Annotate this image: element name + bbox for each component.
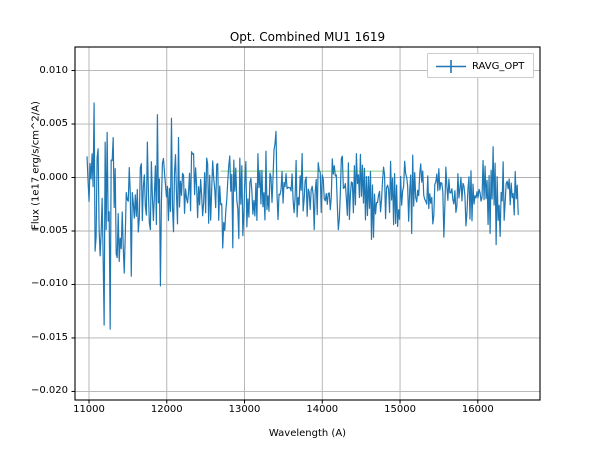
y-tick-label: −0.020 bbox=[30, 385, 68, 397]
y-tick-label: 0.000 bbox=[39, 171, 68, 183]
x-tick-label: 12000 bbox=[150, 404, 183, 415]
errorbar-line-icon bbox=[436, 60, 466, 73]
tick-marks bbox=[71, 70, 479, 404]
page-title: Opt. Combined MU1 1619 bbox=[229, 30, 386, 44]
data-series-layer bbox=[86, 102, 519, 330]
y-tick-label: −0.005 bbox=[30, 224, 68, 236]
y-tick-label: −0.015 bbox=[30, 331, 68, 343]
x-tick-label: 16000 bbox=[461, 404, 494, 415]
legend[interactable]: RAVG_OPT bbox=[427, 53, 534, 78]
y-tick-label: 0.005 bbox=[39, 118, 68, 130]
axes-spines bbox=[74, 46, 541, 401]
y-tick-label: −0.010 bbox=[30, 278, 68, 290]
x-tick-label: 11000 bbox=[73, 404, 105, 415]
grid-lines bbox=[75, 47, 540, 400]
x-tick-label: 15000 bbox=[384, 404, 416, 415]
axes-background bbox=[75, 47, 540, 400]
legend-entry-ravg-opt[interactable]: RAVG_OPT bbox=[428, 54, 535, 79]
x-axis-label: Wavelength (A) bbox=[268, 428, 347, 439]
y-tick-label: 0.010 bbox=[39, 64, 68, 76]
x-tick-label: 14000 bbox=[306, 404, 339, 415]
x-tick-label: 13000 bbox=[228, 404, 261, 415]
legend-label: RAVG_OPT bbox=[472, 61, 525, 72]
